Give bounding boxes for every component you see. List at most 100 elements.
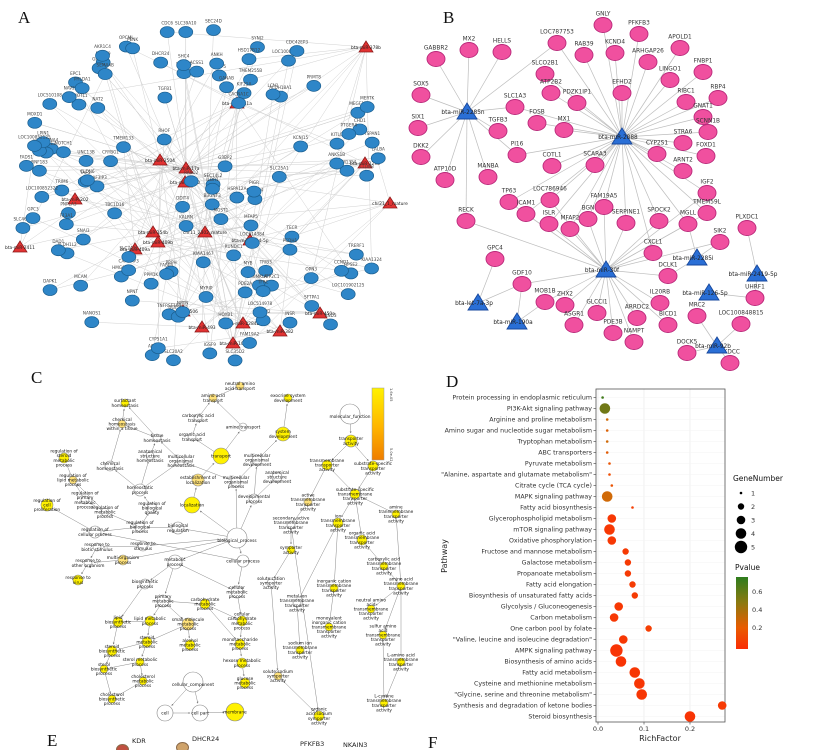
- dag-edge: [341, 498, 353, 518]
- gene-node: [265, 88, 281, 101]
- network-edge: [159, 159, 183, 313]
- gene-node: [564, 317, 584, 333]
- gene-node: [658, 268, 678, 284]
- dag-edge: [271, 586, 279, 671]
- go-term-label: localization: [180, 503, 205, 509]
- legend-size-dot: [734, 540, 748, 554]
- gene-label: NAT2: [92, 96, 103, 101]
- gene-node: [289, 45, 305, 57]
- gene-label: ALDH1L2: [57, 242, 77, 247]
- go-term-label: organic acid transport: [179, 432, 206, 443]
- pathway-label: ABC transporters: [538, 450, 592, 457]
- go-term-label: sodium ion transmembrane transporter activi…: [283, 641, 318, 661]
- mirna-label: bta-miR-2285n: [441, 110, 484, 116]
- gene-node: [673, 163, 693, 179]
- go-term-node: [379, 561, 389, 571]
- gene-label: LOC514978: [248, 301, 273, 306]
- network-edge: [621, 116, 704, 138]
- gene-label: CYP51A1: [149, 337, 168, 342]
- gene-label: SEC14L2: [204, 173, 223, 178]
- gene-label: TBC1D16: [104, 202, 125, 207]
- go-term-label: regulation of metabolic process: [91, 505, 119, 520]
- network-edge: [182, 162, 366, 313]
- gene-node: [585, 157, 605, 173]
- network-edge: [336, 46, 367, 144]
- dag-edge: [217, 401, 241, 425]
- dag-edge: [93, 560, 119, 564]
- gene-label: NAV2: [64, 86, 76, 91]
- legend-size-title: GeneNumber: [733, 474, 784, 483]
- go-term-node: [144, 615, 156, 627]
- gene-label: HSD17B12: [238, 48, 261, 53]
- network-edge: [249, 239, 312, 307]
- mirna-node: [382, 196, 398, 209]
- gene-label: CHD1: [354, 118, 366, 123]
- dag-edge: [102, 532, 238, 561]
- gene-node: [27, 139, 42, 152]
- network-edge: [465, 111, 468, 222]
- gene-label: PFKFB3: [628, 21, 650, 27]
- dag-edge: [283, 403, 288, 428]
- go-term-label: transporter activity: [339, 436, 363, 447]
- go-term-node: [332, 517, 344, 529]
- gene-node: [708, 90, 728, 106]
- mirna-node: [12, 240, 28, 253]
- network-edge: [128, 239, 251, 258]
- gene-node: [183, 175, 199, 188]
- network-edge: [87, 159, 161, 181]
- dag-edge: [237, 566, 243, 585]
- gene-label: TRIM6: [54, 179, 68, 184]
- gene-node: [370, 152, 386, 165]
- mirna-label: bta-miR-154b: [138, 230, 168, 236]
- panel-a-letter: A: [18, 8, 31, 27]
- gene-node: [42, 98, 58, 110]
- network-edge: [164, 97, 187, 169]
- gene-label: TSPAN1: [363, 131, 380, 136]
- gene-node: [660, 72, 680, 88]
- panel-e-gene-label: NKAIN3: [343, 741, 368, 749]
- dag-edge: [102, 527, 136, 532]
- gene-label: SLC39A10: [175, 21, 197, 26]
- gene-node: [687, 308, 707, 324]
- data-point: [608, 462, 611, 465]
- pathway-label: "Glycine, serine and threonine metabolis…: [454, 692, 592, 699]
- legend-size-label: 4: [751, 530, 755, 538]
- network-edge: [466, 51, 503, 113]
- go-term-node: [286, 545, 296, 555]
- go-term-node: [40, 498, 54, 512]
- dag-edge: [150, 565, 170, 581]
- legend-size-label: 3: [751, 516, 755, 524]
- network-edge: [516, 136, 623, 156]
- gene-label: MX2: [463, 37, 476, 43]
- gene-node: [560, 221, 580, 237]
- network-edge: [134, 71, 197, 250]
- go-term-node: [283, 393, 293, 403]
- gene-node: [435, 172, 455, 188]
- pathway-label: Fructose and mannose metabolism: [481, 549, 592, 556]
- dag-edge: [141, 461, 149, 485]
- gene-node: [282, 316, 298, 329]
- go-term-label: cellular carbohydrate metabolic process: [228, 612, 257, 632]
- go-term-node: [234, 638, 246, 650]
- gene-label: GABBR2: [424, 46, 448, 52]
- network-edge: [159, 63, 217, 161]
- gene-node: [74, 82, 90, 95]
- go-term-label: amino acid transport: [201, 393, 225, 404]
- gene-label: KITLG: [331, 132, 343, 137]
- gene-label: PRPH: [166, 260, 177, 265]
- go-term-node: [396, 657, 406, 667]
- gene-node: [159, 268, 174, 280]
- gene-label: SLCO2B1: [532, 61, 559, 67]
- dag-edge: [186, 462, 232, 481]
- panel-d-dotplot: Protein processing in endoplasmic reticu…: [440, 388, 784, 743]
- gene-node: [650, 295, 670, 311]
- network-edge: [132, 48, 161, 161]
- network-edge: [550, 92, 623, 138]
- panel-d-letter: D: [446, 372, 459, 391]
- dag-edge: [153, 605, 160, 616]
- network-edge: [420, 111, 468, 158]
- gene-node: [218, 317, 234, 330]
- network-edge: [544, 269, 607, 303]
- panel-f-letter: F: [428, 733, 438, 750]
- network-edge: [259, 202, 391, 313]
